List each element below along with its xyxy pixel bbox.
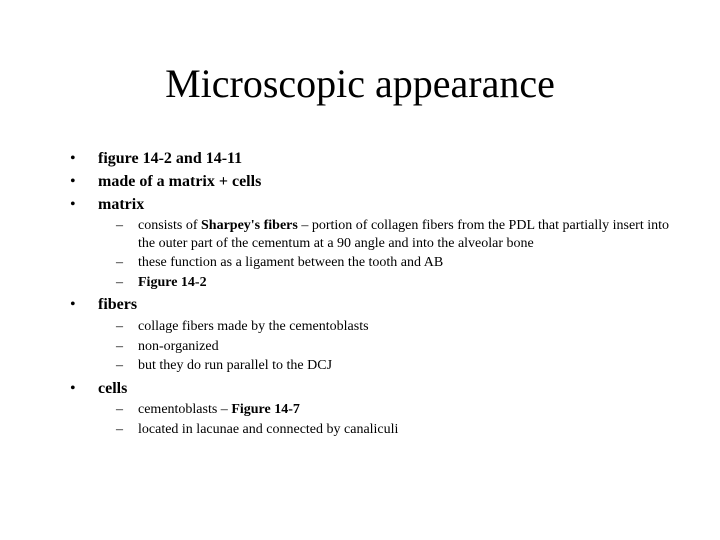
dash-marker: – bbox=[116, 318, 138, 336]
bullet-text: figure 14-2 and 14-11 bbox=[98, 149, 242, 170]
slide-title: Microscopic appearance bbox=[50, 60, 670, 107]
bullet-text: collage fibers made by the cementoblasts bbox=[138, 318, 369, 336]
bullet-text: Figure 14-2 bbox=[138, 274, 207, 292]
dash-marker: – bbox=[116, 254, 138, 272]
dash-marker: – bbox=[116, 401, 138, 419]
dash-marker: – bbox=[116, 274, 138, 292]
bullet-l2-fibers-0: – collage fibers made by the cementoblas… bbox=[50, 318, 670, 336]
bullet-l2-fibers-2: – but they do run parallel to the DCJ bbox=[50, 357, 670, 375]
dash-marker: – bbox=[116, 338, 138, 356]
bullet-l2-matrix-0: – consists of Sharpey's fibers – portion… bbox=[50, 217, 670, 252]
bullet-text: these function as a ligament between the… bbox=[138, 254, 443, 272]
dash-marker: – bbox=[116, 217, 138, 235]
bullet-marker: • bbox=[70, 195, 98, 216]
dash-marker: – bbox=[116, 357, 138, 375]
bullet-l1-0: • figure 14-2 and 14-11 bbox=[50, 149, 670, 170]
bullet-marker: • bbox=[70, 149, 98, 170]
bullet-marker: • bbox=[70, 379, 98, 400]
bullet-l1-1: • made of a matrix + cells bbox=[50, 172, 670, 193]
bullet-l2-fibers-1: – non-organized bbox=[50, 338, 670, 356]
bullet-marker: • bbox=[70, 172, 98, 193]
bullet-text: cementoblasts – Figure 14-7 bbox=[138, 401, 300, 419]
bullet-l1-2: • matrix bbox=[50, 195, 670, 216]
bullet-text: made of a matrix + cells bbox=[98, 172, 261, 193]
bullet-text: located in lacunae and connected by cana… bbox=[138, 421, 398, 439]
bullet-l1-4: • cells bbox=[50, 379, 670, 400]
bullet-text: matrix bbox=[98, 195, 144, 216]
bullet-l1-3: • fibers bbox=[50, 295, 670, 316]
bullet-text: but they do run parallel to the DCJ bbox=[138, 357, 332, 375]
bullet-text: consists of Sharpey's fibers – portion o… bbox=[138, 217, 670, 252]
bullet-l2-matrix-1: – these function as a ligament between t… bbox=[50, 254, 670, 272]
bullet-l2-cells-0: – cementoblasts – Figure 14-7 bbox=[50, 401, 670, 419]
bullet-l2-cells-1: – located in lacunae and connected by ca… bbox=[50, 421, 670, 439]
bullet-text: cells bbox=[98, 379, 127, 400]
dash-marker: – bbox=[116, 421, 138, 439]
bullet-text: fibers bbox=[98, 295, 137, 316]
bullet-text: non-organized bbox=[138, 338, 219, 356]
bullet-l2-matrix-2: – Figure 14-2 bbox=[50, 274, 670, 292]
bullet-marker: • bbox=[70, 295, 98, 316]
